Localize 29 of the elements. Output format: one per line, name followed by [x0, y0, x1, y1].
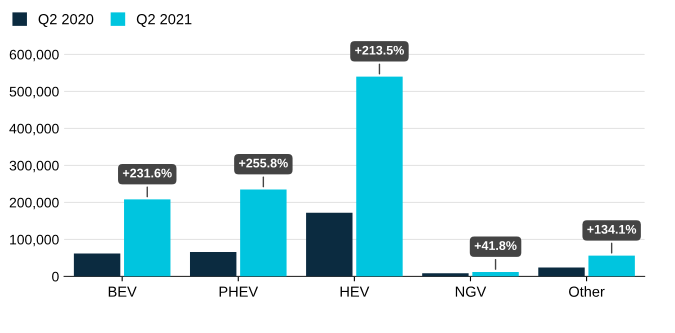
annotation: +213.5%: [355, 46, 404, 55]
bar: [124, 199, 170, 276]
y-tick-label: 600,000: [10, 50, 59, 62]
y-tick-label: 500,000: [10, 86, 59, 98]
bar: [356, 76, 403, 276]
x-tick-label: HEV: [340, 286, 370, 297]
annotation: +231.6%: [122, 168, 172, 178]
x-tick-label: BEV: [108, 286, 137, 297]
y-tick-label: 200,000: [10, 198, 59, 210]
y-tick-label: 100,000: [10, 234, 59, 246]
x-tick-label: Other: [569, 286, 605, 297]
bar: [588, 256, 635, 276]
y-tick-label: 400,000: [9, 124, 59, 136]
legend-label: Q2 2020: [38, 14, 94, 27]
x-tick-label: NGV: [456, 286, 486, 297]
annotation: +255.8%: [239, 158, 288, 168]
annotation: +41.8%: [474, 241, 517, 250]
annotation: +134.1%: [587, 224, 636, 234]
bar: [538, 268, 585, 276]
legend-label: Q2 2021: [136, 14, 192, 27]
y-tick-label: 0: [52, 272, 59, 282]
y-tick-label: 300,000: [10, 160, 59, 172]
x-tick-label: PHEV: [220, 286, 258, 297]
bar: [240, 189, 287, 276]
bar: [422, 273, 469, 276]
bar: [472, 272, 519, 276]
bar: [190, 252, 236, 276]
bar: [306, 212, 353, 276]
bar: [74, 253, 120, 276]
